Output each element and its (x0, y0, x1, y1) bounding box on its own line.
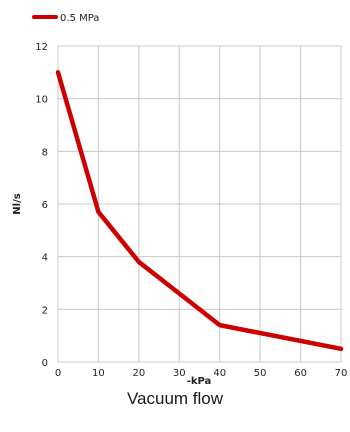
legend: 0.5 MPa (32, 13, 99, 24)
x-axis-ticks: 0 10 20 30 40 50 60 70 (55, 368, 348, 379)
x-tick-label-20: 20 (132, 368, 145, 379)
x-tick-label-10: 10 (92, 368, 105, 379)
chart-caption: Vacuum flow (126, 389, 224, 408)
y-tick-label-8: 8 (42, 147, 48, 158)
y-tick-label-6: 6 (42, 200, 48, 211)
x-tick-label-70: 70 (335, 368, 348, 379)
data-point-0-3 (177, 292, 181, 296)
y-tick-label-0: 0 (42, 358, 48, 369)
y-tick-label-12: 12 (35, 42, 48, 53)
series-group (55, 70, 344, 352)
vacuum-flow-chart: 0 10 20 30 40 50 60 70 0 2 4 6 8 10 12 -kPa Nl/s 0.5 … (12, 13, 348, 387)
data-point-0-2 (137, 260, 141, 264)
x-tick-label-0: 0 (55, 368, 61, 379)
y-axis-ticks: 0 2 4 6 8 10 12 (35, 42, 48, 369)
series-line-0 (55, 70, 344, 352)
y-axis-title: Nl/s (12, 193, 23, 214)
data-point-0-1 (96, 210, 100, 214)
x-tick-label-60: 60 (294, 368, 307, 379)
y-tick-label-4: 4 (42, 253, 48, 264)
legend-label-0-5-mpa: 0.5 MPa (60, 13, 99, 24)
data-point-0-5 (339, 347, 343, 351)
data-point-0-4 (218, 323, 222, 327)
y-tick-label-10: 10 (35, 95, 48, 106)
y-tick-label-2: 2 (42, 305, 48, 316)
x-axis-title: -kPa (187, 376, 212, 387)
x-tick-label-50: 50 (254, 368, 267, 379)
x-tick-label-30: 30 (173, 368, 186, 379)
x-tick-label-40: 40 (213, 368, 226, 379)
data-point-0-0 (56, 70, 60, 74)
